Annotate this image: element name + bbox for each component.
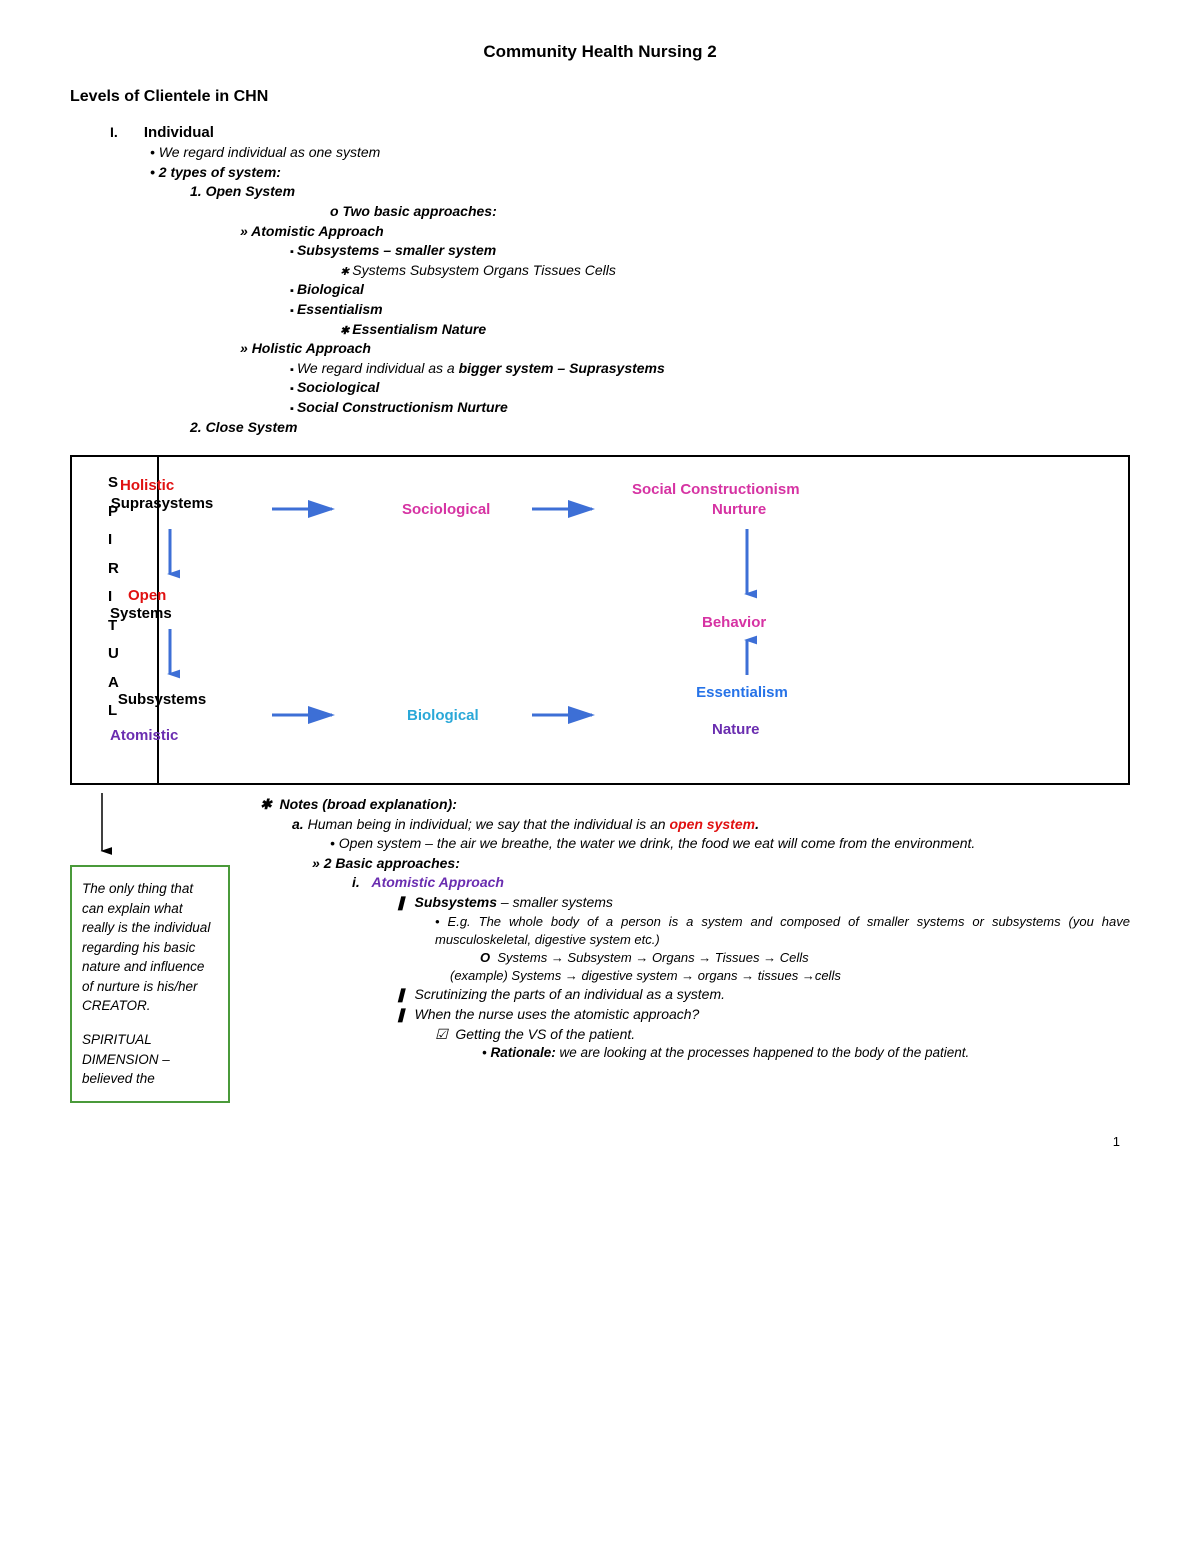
arrow-bio-ess [532,705,602,725]
page-title: Community Health Nursing 2 [70,40,1130,64]
arrow-atomistic: Atomistic Approach [240,222,1130,242]
d-ess: Essentialism [682,682,802,703]
bullet-2types: 2 types of system: [150,163,1130,183]
arrow-nurture-behavior [737,529,757,604]
holistic-text-a: We regard individual as a [297,360,459,376]
outline-roman: I. Individual [110,122,1130,143]
notes-section: ✱ Notes (broad explanation): a. Human be… [250,795,1130,1063]
arrow-socio-sc [532,499,602,519]
concept-diagram: SPIRITUAL Holistic Suprasystems Open Sys… [70,455,1130,785]
holistic-text-b: bigger system – Suprasystems [459,360,665,376]
notes-a: a. Human being in individual; we say tha… [292,815,1130,835]
d-nurture: Nurture [712,499,766,520]
d-sub: Subsystems [102,689,222,710]
arrow-supra-open [160,529,180,584]
green-note-box: The only thing that can explain what rea… [70,865,230,1103]
notes-open-def: Open system – the air we breathe, the wa… [330,834,1130,854]
notes-i: i. Atomistic Approach [352,873,1130,893]
notes-heading: ✱ Notes (broad explanation): [260,795,1130,815]
bullet-regard: We regard individual as one system [150,143,1130,163]
sq-bigger: We regard individual as a bigger system … [290,359,1130,379]
roman-num: I. [110,123,140,143]
sq-sc-nurture: Social Constructionism Nurture [290,398,1130,418]
arrow-ess-behavior [737,635,757,680]
d-bio: Biological [407,705,479,726]
notes-subhead: ❚ Subsystems – smaller systems [395,893,1130,913]
notes-rationale: Rationale: we are looking at the process… [482,1044,1130,1063]
sub-approaches: Two basic approaches: [330,202,1130,222]
d-nature: Nature [712,719,760,740]
notes-when: ❚ When the nurse uses the atomistic appr… [395,1005,1130,1025]
green-note-p2: SPIRITUAL DIMENSION – believed the [82,1030,218,1089]
section-subtitle: Levels of Clientele in CHN [70,86,1130,108]
arrow-sub-bio [272,705,342,725]
notes-chain1: O Systems → Subsystem → Organs → Tissues… [480,949,1130,967]
d-socio: Sociological [402,499,490,520]
arrow-supra-socio [272,499,342,519]
arrow-holistic: Holistic Approach [240,339,1130,359]
arrow-open-sub [160,629,180,684]
notes-scrut: ❚ Scrutinizing the parts of an individua… [395,985,1130,1005]
d-behavior: Behavior [702,612,766,633]
sq-biological: Biological [290,280,1130,300]
sq-subsystems: Subsystems – smaller system [290,241,1130,261]
num-open: 1. Open System [190,182,1130,202]
roman-text: Individual [144,124,214,141]
notes-chain2: (example) Systems → digestive system → o… [450,967,1130,985]
notes-2approaches: 2 Basic approaches: [312,854,1130,874]
notes-vs: ☑ Getting the VS of the patient. [435,1025,1130,1045]
d-sc: Social Constructionism [632,479,800,500]
sq-sociological: Sociological [290,378,1130,398]
sq-essentialism: Essentialism [290,300,1130,320]
star-chain: Systems Subsystem Organs Tissues Cells [340,261,1130,281]
d-supra: Suprasystems [102,493,222,514]
d-atom: Atomistic [110,725,178,746]
page-number: 1 [70,1133,1120,1151]
green-note-p1: The only thing that can explain what rea… [82,879,218,1016]
star-ess-nature: Essentialism Nature [340,320,1130,340]
num-close: 2. Close System [190,418,1130,438]
notes-eg: E.g. The whole body of a person is a sys… [435,913,1130,949]
d-systems: Systems [110,603,172,624]
